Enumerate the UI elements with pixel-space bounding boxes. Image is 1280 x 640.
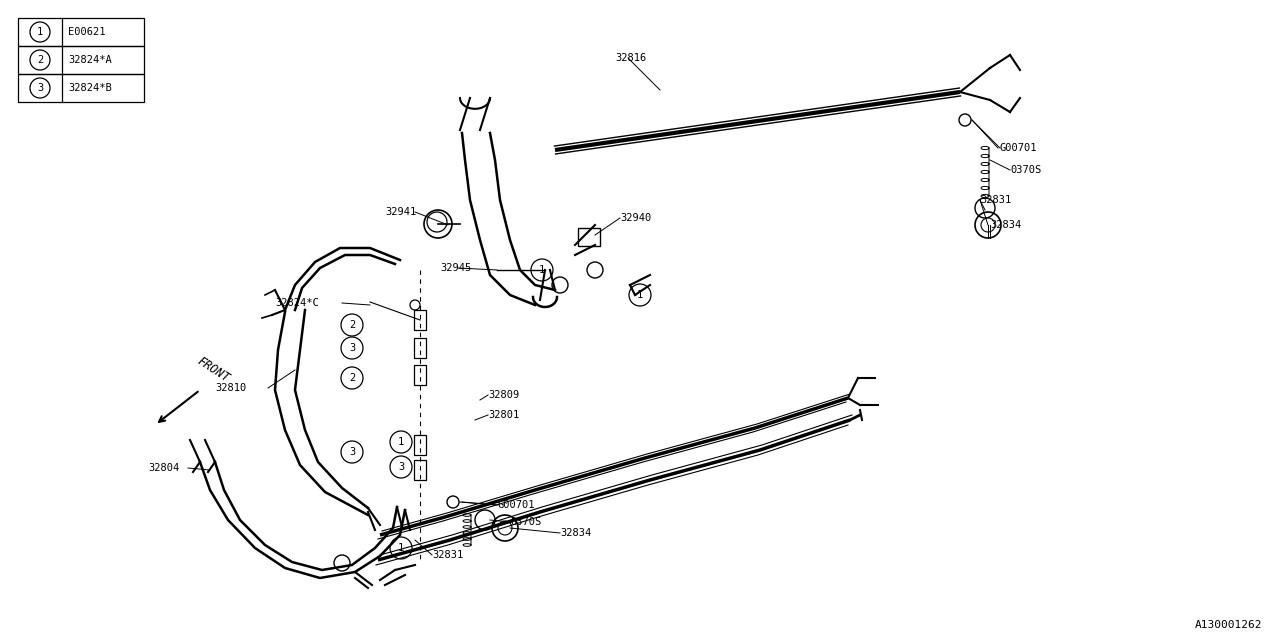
Text: 32940: 32940 xyxy=(620,213,652,223)
Text: G00701: G00701 xyxy=(1000,143,1038,153)
Text: 32831: 32831 xyxy=(433,550,463,560)
Text: 32945: 32945 xyxy=(440,263,471,273)
Text: 32801: 32801 xyxy=(488,410,520,420)
Text: 32809: 32809 xyxy=(488,390,520,400)
Bar xyxy=(413,365,426,385)
Text: A130001262: A130001262 xyxy=(1194,620,1262,630)
Bar xyxy=(18,18,143,46)
Text: 1: 1 xyxy=(398,543,404,553)
Text: 2: 2 xyxy=(349,320,355,330)
Text: E00621: E00621 xyxy=(68,27,105,37)
Bar xyxy=(413,338,426,358)
Text: 2: 2 xyxy=(37,55,44,65)
Text: 0370S: 0370S xyxy=(1010,165,1041,175)
Text: 32941: 32941 xyxy=(385,207,416,217)
Text: 3: 3 xyxy=(349,447,355,457)
Text: 2: 2 xyxy=(349,373,355,383)
Text: 32804: 32804 xyxy=(148,463,179,473)
Text: 3: 3 xyxy=(37,83,44,93)
Bar xyxy=(18,74,143,102)
Text: 32824*C: 32824*C xyxy=(275,298,319,308)
Text: 32816: 32816 xyxy=(614,53,646,63)
Bar xyxy=(413,435,426,455)
Bar xyxy=(413,310,426,330)
Text: G00701: G00701 xyxy=(498,500,535,510)
Text: 3: 3 xyxy=(398,462,404,472)
Text: 1: 1 xyxy=(37,27,44,37)
Text: 32824*A: 32824*A xyxy=(68,55,111,65)
Text: FRONT: FRONT xyxy=(195,355,232,385)
Text: 0370S: 0370S xyxy=(509,517,541,527)
Text: 3: 3 xyxy=(349,343,355,353)
Text: 32834: 32834 xyxy=(561,528,591,538)
Text: 1: 1 xyxy=(539,265,545,275)
Bar xyxy=(18,46,143,74)
Text: 1: 1 xyxy=(637,290,643,300)
Text: 32834: 32834 xyxy=(989,220,1021,230)
Text: 32824*B: 32824*B xyxy=(68,83,111,93)
Bar xyxy=(579,228,600,246)
Text: 1: 1 xyxy=(398,437,404,447)
Bar xyxy=(413,460,426,480)
Text: 32831: 32831 xyxy=(980,195,1011,205)
Text: 32810: 32810 xyxy=(215,383,246,393)
